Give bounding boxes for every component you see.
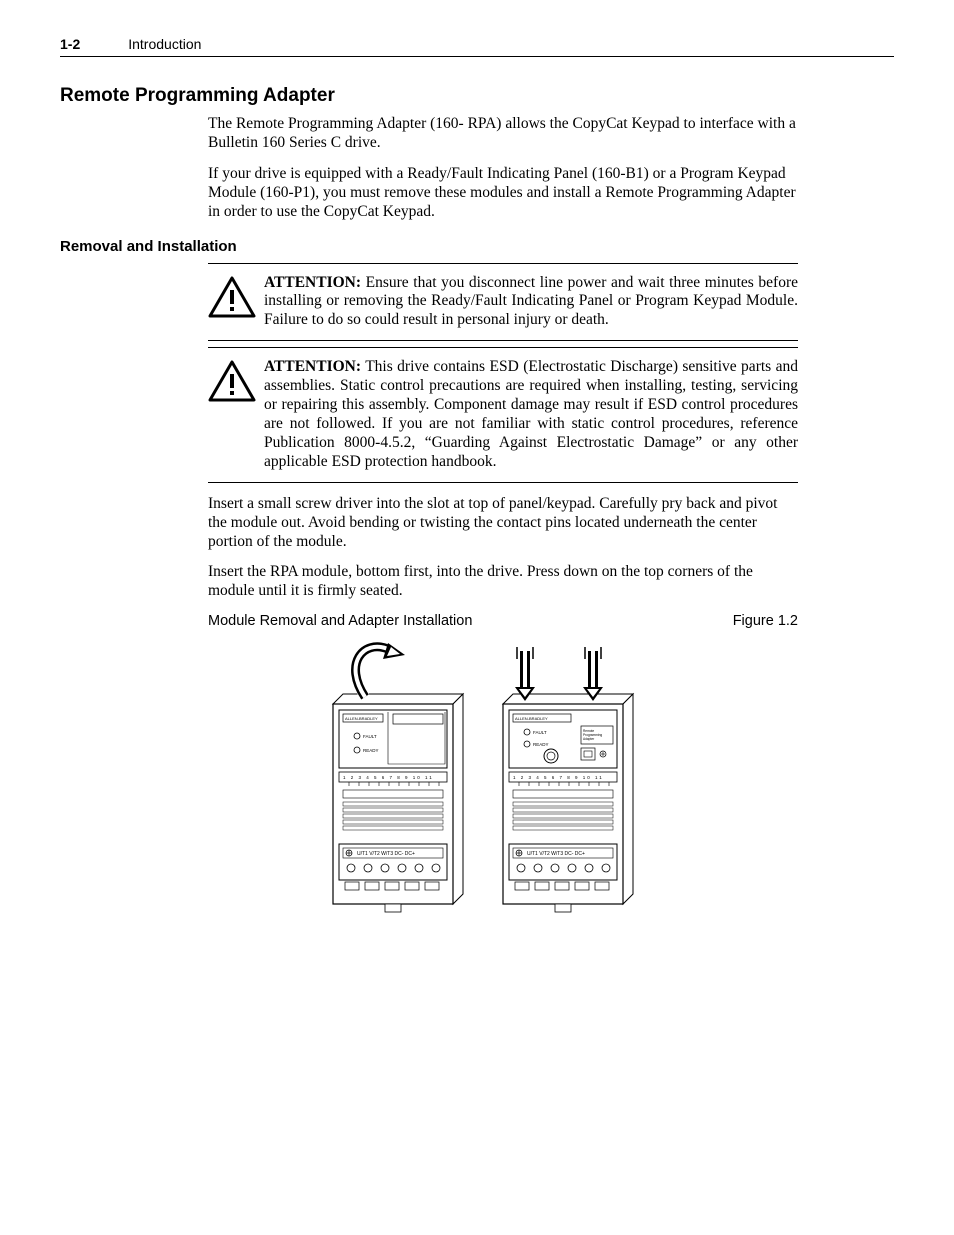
running-header: 1-2 Introduction (60, 36, 894, 52)
header-rule (60, 56, 894, 57)
terminals-label: U/T1 V/T2 W/T3 DC- DC+ (527, 851, 585, 857)
ready-label: READY (363, 748, 379, 753)
attention-row: ATTENTION: Ensure that you disconnect li… (208, 270, 798, 335)
insert-arrow-right (583, 647, 603, 701)
figure-number: Figure 1.2 (733, 613, 798, 629)
page-number: 1-2 (60, 36, 80, 52)
numbers-label: 1 2 3 4 5 6 7 8 9 10 11 (513, 775, 604, 780)
figure-caption: Module Removal and Adapter Installation (208, 613, 472, 629)
paragraph: Insert the RPA module, bottom first, int… (208, 563, 798, 601)
rule (208, 347, 798, 348)
rule (208, 263, 798, 264)
attention-block: ATTENTION: Ensure that you disconnect li… (208, 263, 798, 342)
attention-label: ATTENTION: (264, 274, 361, 291)
rule (208, 340, 798, 341)
drive-right: ALLEN-BRADLEY FAULT READY Remote Program… (503, 694, 633, 912)
figure-illustration: ALLEN-BRADLEY FAULT READY 1 2 3 4 5 6 7 … (293, 639, 713, 939)
attention-text: ATTENTION: This drive contains ESD (Elec… (264, 358, 798, 471)
brand-label: ALLEN-BRADLEY (345, 716, 378, 721)
insert-arrow-left (515, 647, 535, 701)
attention-text: ATTENTION: Ensure that you disconnect li… (264, 274, 798, 331)
svg-text:Adapter: Adapter (583, 737, 595, 741)
attention-row: ATTENTION: This drive contains ESD (Elec… (208, 354, 798, 475)
brand-label: ALLEN-BRADLEY (515, 716, 548, 721)
intro-body: The Remote Programming Adapter (160- RPA… (208, 115, 798, 222)
ready-label: READY (533, 742, 549, 747)
paragraph: The Remote Programming Adapter (160- RPA… (208, 115, 798, 153)
heading-1: Remote Programming Adapter (60, 85, 894, 107)
fault-label: FAULT (533, 730, 547, 735)
figure: Module Removal and Adapter Installation … (208, 613, 798, 939)
numbers-label: 1 2 3 4 5 6 7 8 9 10 11 (343, 775, 434, 780)
drive-left: ALLEN-BRADLEY FAULT READY 1 2 3 4 5 6 7 … (333, 694, 463, 912)
paragraph: If your drive is equipped with a Ready/F… (208, 165, 798, 222)
figure-caption-row: Module Removal and Adapter Installation … (208, 613, 798, 629)
page: 1-2 Introduction Remote Programming Adap… (0, 0, 954, 1235)
terminals-label: U/T1 V/T2 W/T3 DC- DC+ (357, 851, 415, 857)
attention-label: ATTENTION: (264, 358, 361, 375)
warning-icon (208, 360, 256, 407)
paragraph: Insert a small screw driver into the slo… (208, 495, 798, 552)
rule (208, 482, 798, 483)
heading-2: Removal and Installation (60, 238, 894, 255)
attention-block: ATTENTION: This drive contains ESD (Elec… (208, 347, 798, 482)
warning-icon (208, 276, 256, 323)
body: Insert a small screw driver into the slo… (208, 495, 798, 602)
remove-arrow (356, 643, 405, 697)
section-title: Introduction (128, 36, 201, 52)
fault-label: FAULT (363, 734, 377, 739)
